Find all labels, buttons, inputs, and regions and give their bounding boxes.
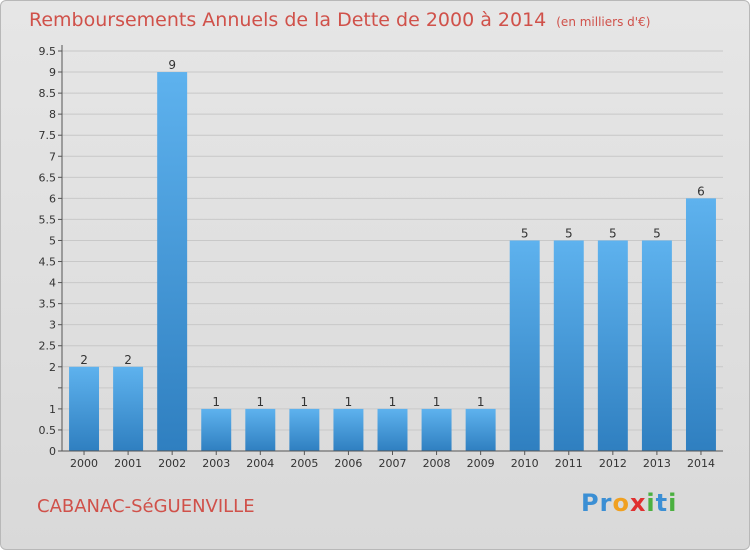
y-tick-label: 6 xyxy=(49,192,56,205)
y-tick-label: 7.5 xyxy=(39,129,57,142)
y-tick-label: 3 xyxy=(49,319,56,332)
y-tick-label: 2.5 xyxy=(39,340,57,353)
x-tick-label: 2009 xyxy=(467,457,495,470)
logo-letter: P xyxy=(581,489,600,517)
data-label: 1 xyxy=(389,395,397,409)
bar-2012 xyxy=(597,240,628,451)
y-tick-label: 6.5 xyxy=(39,171,57,184)
x-tick-label: 2007 xyxy=(379,457,407,470)
y-tick-label: 9 xyxy=(49,66,56,79)
x-tick-label: 2011 xyxy=(555,457,583,470)
x-tick-label: 2004 xyxy=(246,457,274,470)
y-tick-label: 4.5 xyxy=(39,256,57,269)
data-label: 2 xyxy=(80,353,88,367)
bar-2005 xyxy=(289,408,320,451)
y-tick-label: 7 xyxy=(49,150,56,163)
data-label: 5 xyxy=(609,226,617,240)
y-tick-label: 3.5 xyxy=(39,298,57,311)
y-tick-label: 0 xyxy=(49,445,56,458)
data-label: 5 xyxy=(521,226,529,240)
axes: 0 0.5 1 2 2.5 3 3.5 4 4.5 5 5.5 6 6.5 7 7.5 8 8.5 9 9.5 200… xyxy=(39,45,723,470)
bar-2006 xyxy=(333,408,364,451)
data-label: 9 xyxy=(168,58,176,72)
x-tick-label: 2008 xyxy=(423,457,451,470)
x-tick-label: 2014 xyxy=(687,457,715,470)
x-tick-label: 2001 xyxy=(114,457,142,470)
bar-2002 xyxy=(157,72,188,451)
commune-name: CABANAC-SéGUENVILLE xyxy=(37,496,255,517)
data-label: 5 xyxy=(565,226,573,240)
logo-letter: i xyxy=(668,489,678,517)
y-tick-label: 9.5 xyxy=(39,45,57,58)
data-label: 5 xyxy=(653,226,661,240)
y-tick-label: 0.5 xyxy=(39,424,57,437)
bar-2008 xyxy=(421,408,452,451)
bar-2001 xyxy=(113,366,144,451)
x-tick-label: 2012 xyxy=(599,457,627,470)
y-tick-label: 1 xyxy=(49,403,56,416)
x-tick-label: 2013 xyxy=(643,457,671,470)
bar-2013 xyxy=(641,240,672,451)
bar-2014 xyxy=(685,198,716,451)
logo-letter: t xyxy=(655,489,669,517)
bar-2000 xyxy=(69,366,100,451)
x-tick-label: 2002 xyxy=(158,457,186,470)
x-tick-label: 2003 xyxy=(202,457,230,470)
y-tick-label: 4 xyxy=(49,277,56,290)
logo-letter: r xyxy=(599,489,613,517)
data-label: 1 xyxy=(477,395,485,409)
y-tick-label: 5 xyxy=(49,234,56,247)
data-label: 6 xyxy=(697,184,705,198)
data-label: 1 xyxy=(212,395,220,409)
data-label: 1 xyxy=(256,395,264,409)
bar-2004 xyxy=(245,408,276,451)
y-tick-label: 2 xyxy=(49,361,56,374)
bar-2011 xyxy=(553,240,584,451)
y-tick-label: 8.5 xyxy=(39,87,57,100)
bar-2003 xyxy=(201,408,232,451)
bar-2007 xyxy=(377,408,408,451)
logo-letter: i xyxy=(646,489,656,517)
logo-letter: o xyxy=(612,489,630,517)
y-tick-label: 5.5 xyxy=(39,213,57,226)
data-label: 1 xyxy=(301,395,309,409)
chart-title-row: Remboursements Annuels de la Dette de 20… xyxy=(29,9,650,31)
data-label: 2 xyxy=(124,353,132,367)
bar-2009 xyxy=(465,408,496,451)
chart-subtitle: (en milliers d'€) xyxy=(556,15,651,29)
data-label: 1 xyxy=(345,395,353,409)
bars: 2 2 9 1 1 1 1 1 1 1 5 5 5 5 6 xyxy=(69,58,716,451)
x-tick-label: 2005 xyxy=(290,457,318,470)
y-tick-label: 8 xyxy=(49,108,56,121)
logo-letter: x xyxy=(629,489,647,517)
x-tick-label: 2000 xyxy=(70,457,98,470)
bar-2010 xyxy=(509,240,540,451)
x-tick-label: 2010 xyxy=(511,457,539,470)
data-label: 1 xyxy=(433,395,441,409)
x-tick-label: 2006 xyxy=(334,457,362,470)
proxiti-logo: Proxiti xyxy=(581,489,677,517)
chart-title: Remboursements Annuels de la Dette de 20… xyxy=(29,9,547,31)
